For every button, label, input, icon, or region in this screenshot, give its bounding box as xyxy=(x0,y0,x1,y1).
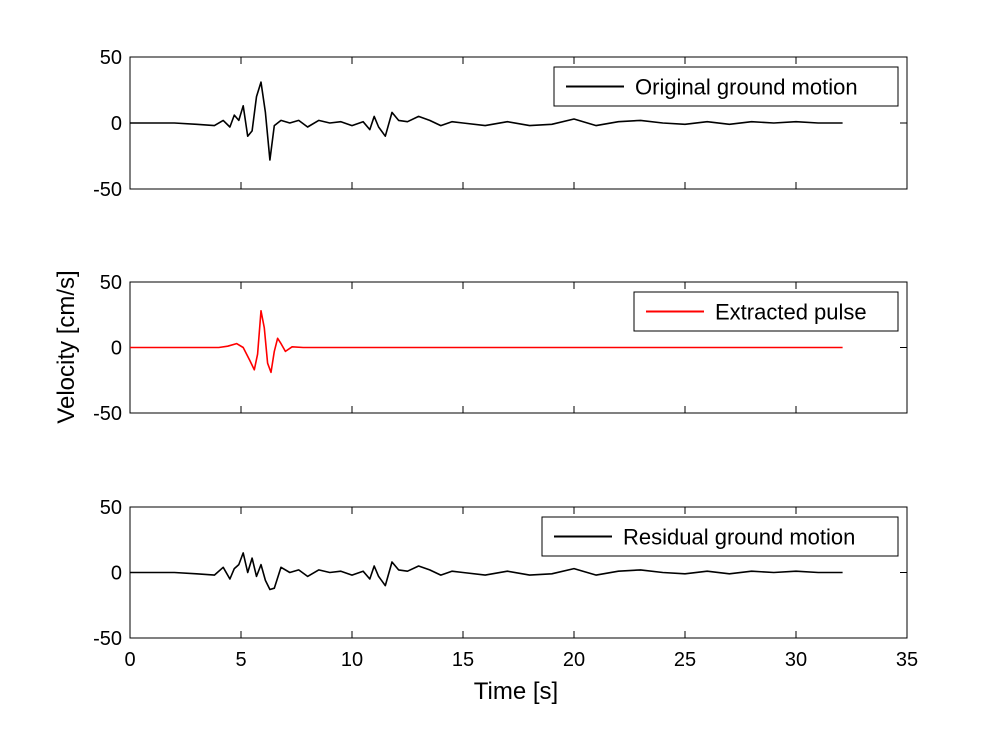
legend-label: Residual ground motion xyxy=(623,525,855,550)
legend: Residual ground motion xyxy=(541,516,899,557)
y-axis-label: Velocity [cm/s] xyxy=(53,270,80,423)
legend: Extracted pulse xyxy=(633,291,899,332)
x-tick-label: 35 xyxy=(896,649,918,671)
subplot-1: 50 0 -50 Original ground motion xyxy=(93,47,908,201)
y-tick-label: 0 xyxy=(111,113,122,135)
legend-label: Original ground motion xyxy=(635,75,858,100)
y-tick-label: 50 xyxy=(100,497,122,519)
subplot-2: 50 0 -50 Extracted pulse xyxy=(93,272,908,425)
y-tick-label: 50 xyxy=(100,47,122,69)
x-tick-label: 0 xyxy=(124,649,135,671)
legend-box xyxy=(553,66,899,107)
legend-label: Extracted pulse xyxy=(715,300,867,325)
x-tick-label: 25 xyxy=(674,649,696,671)
series-line xyxy=(130,309,843,374)
series-line xyxy=(130,552,843,591)
y-tick-label: 0 xyxy=(111,338,122,360)
y-tick-label: 0 xyxy=(111,563,122,585)
series-line xyxy=(130,81,843,161)
x-tick-label: 30 xyxy=(785,649,807,671)
x-axis-label: Time [s] xyxy=(474,678,558,705)
x-tick-label: 5 xyxy=(235,649,246,671)
y-tick-label: -50 xyxy=(93,628,122,650)
y-tick-label: 50 xyxy=(100,272,122,294)
x-tick-label: 15 xyxy=(452,649,474,671)
x-tick-label: 20 xyxy=(563,649,585,671)
x-tick-label: 10 xyxy=(341,649,363,671)
legend: Original ground motion xyxy=(553,66,899,107)
y-tick-label: -50 xyxy=(93,179,122,201)
y-tick-label: -50 xyxy=(93,403,122,425)
